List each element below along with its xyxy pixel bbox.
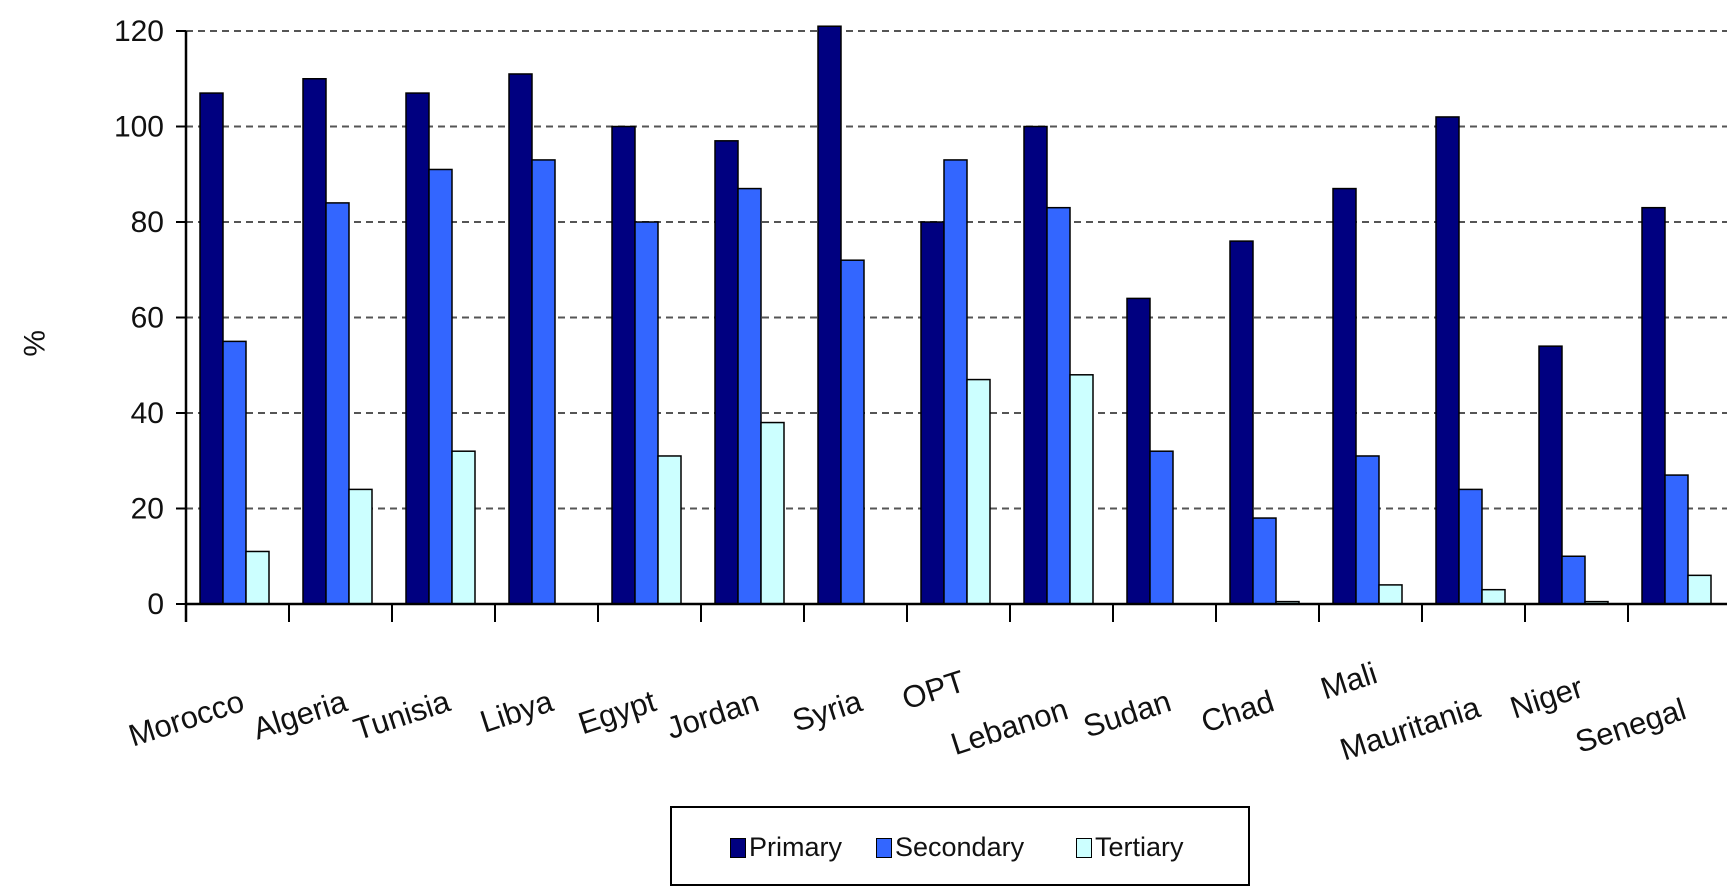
bar-secondary-lebanon: [1046, 206, 1071, 605]
bar-secondary-niger: [1561, 555, 1586, 605]
bar-primary-syria: [817, 25, 842, 605]
bar-secondary-syria: [840, 259, 865, 605]
bar-primary-senegal: [1641, 206, 1666, 605]
y-tick-label: 40: [131, 397, 164, 430]
bar-secondary-libya: [531, 159, 556, 605]
x-tick-label: Lebanon: [947, 691, 1073, 762]
bar-secondary-mauritania: [1458, 488, 1483, 605]
y-axis-ticks: 0 20 40 60 80 100 120: [114, 15, 186, 621]
bar-secondary-tunisia: [428, 168, 453, 605]
y-tick-label: 120: [114, 15, 164, 48]
x-tick-label: Senegal: [1571, 691, 1690, 759]
bar-tertiary-mauritania: [1481, 588, 1506, 605]
legend-label: Primary: [749, 832, 842, 862]
bar-tertiary-algeria: [348, 488, 373, 605]
bar-tertiary-jordan: [760, 421, 785, 605]
x-tick-label: Mauritania: [1336, 689, 1485, 767]
bar-tertiary-morocco: [245, 550, 270, 605]
bar-secondary-jordan: [737, 187, 762, 605]
bar-primary-sudan: [1126, 297, 1151, 605]
bar-primary-chad: [1229, 240, 1254, 605]
x-tick-label: Morocco: [124, 683, 248, 753]
x-tick-label: Algeria: [249, 683, 352, 746]
legend-swatch: [730, 837, 746, 858]
bar-primary-egypt: [611, 125, 636, 605]
legend-swatch: [876, 837, 892, 858]
x-tick-label: Niger: [1506, 669, 1587, 725]
x-tick-label: Tunisia: [349, 683, 454, 747]
bar-primary-libya: [508, 73, 533, 605]
bar-primary-opt: [920, 221, 945, 605]
bar-secondary-sudan: [1149, 450, 1174, 605]
bar-primary-algeria: [302, 78, 327, 605]
y-axis-label: %: [17, 330, 50, 357]
bars: [199, 25, 1712, 605]
bar-primary-mauritania: [1435, 116, 1460, 605]
bar-secondary-chad: [1252, 517, 1277, 605]
bar-tertiary-senegal: [1687, 574, 1712, 605]
bar-secondary-mali: [1355, 455, 1380, 605]
axes: [184, 31, 1727, 622]
y-tick-label: 20: [131, 493, 164, 526]
legend-item-tertiary: Tertiary: [1076, 832, 1184, 863]
bar-tertiary-egypt: [657, 455, 682, 605]
y-tick-label: 80: [131, 206, 164, 239]
legend-swatch: [1076, 837, 1092, 858]
legend-item-secondary: Secondary: [876, 832, 1024, 863]
x-tick-label: Mali: [1316, 655, 1381, 706]
x-tick-label: Egypt: [574, 683, 661, 741]
y-tick-label: 100: [114, 111, 164, 144]
bar-secondary-morocco: [222, 340, 247, 605]
legend-label: Tertiary: [1095, 832, 1184, 862]
x-tick-label: Sudan: [1079, 683, 1175, 744]
bar-primary-jordan: [714, 140, 739, 605]
bar-secondary-algeria: [325, 202, 350, 605]
bar-tertiary-tunisia: [451, 450, 476, 605]
bar-secondary-egypt: [634, 221, 659, 605]
bar-secondary-senegal: [1664, 474, 1689, 605]
bar-primary-lebanon: [1023, 125, 1048, 605]
y-tick-label: 60: [131, 302, 164, 335]
legend-item-primary: Primary: [730, 832, 842, 863]
bar-primary-mali: [1332, 187, 1357, 605]
legend: Primary Secondary Tertiary: [670, 806, 1250, 886]
x-tick-label: Libya: [476, 683, 558, 739]
bar-primary-niger: [1538, 345, 1563, 605]
bar-tertiary-lebanon: [1069, 374, 1094, 605]
x-tick-label: OPT: [898, 663, 969, 716]
bar-tertiary-opt: [966, 378, 991, 605]
bar-primary-tunisia: [405, 92, 430, 605]
y-tick-label: 0: [147, 588, 164, 621]
x-tick-label: Jordan: [662, 683, 763, 746]
bar-secondary-opt: [943, 159, 968, 605]
bar-tertiary-mali: [1378, 584, 1403, 605]
bar-primary-morocco: [199, 92, 224, 605]
legend-label: Secondary: [895, 832, 1025, 862]
x-tick-label: Chad: [1197, 683, 1278, 739]
x-tick-label: Syria: [788, 683, 867, 738]
